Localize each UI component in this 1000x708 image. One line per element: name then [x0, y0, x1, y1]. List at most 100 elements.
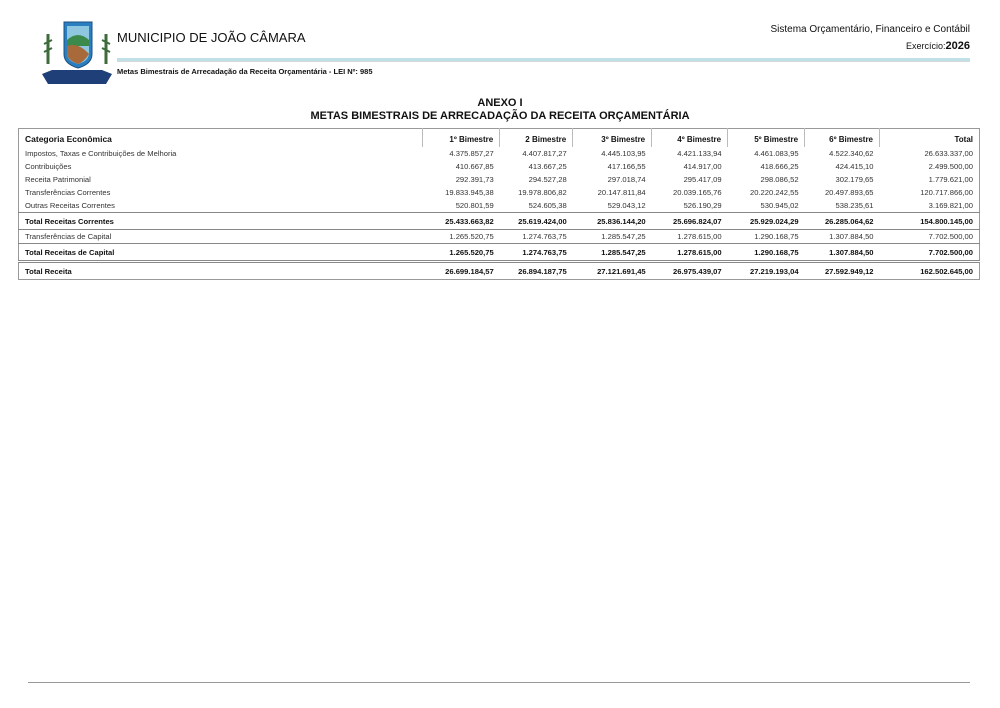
value-cell: 413.667,25 — [528, 162, 567, 171]
table-row: Outras Receitas Correntes 520.801,59 524.6… — [19, 199, 980, 213]
table-row: Receita Patrimonial 292.391,73 294.527,28 2… — [19, 173, 980, 186]
value-cell: 25.619.424,00 — [499, 212, 573, 230]
column-header: 6º Bimestre — [804, 128, 880, 147]
municipality-name: MUNICIPIO DE JOÃO CÂMARA — [117, 30, 306, 45]
value-cell: 295.417,09 — [683, 175, 722, 184]
value-cell: 4.421.133,94 — [677, 149, 722, 158]
value-cell: 25.929.024,29 — [727, 212, 805, 230]
report-title: METAS BIMESTRAIS DE ARRECADAÇÃO DA RECEI… — [310, 110, 690, 122]
value-cell: 1.274.763,75 — [499, 243, 573, 262]
value-cell: 26.633.337,00 — [924, 149, 973, 158]
column-header: Total — [879, 128, 980, 147]
category-cell: Outras Receitas Correntes — [25, 201, 115, 210]
table-header: Categoria Econômica 1º Bimestre 2 Bimestre… — [19, 128, 980, 147]
municipal-coat-of-arms-logo — [42, 21, 112, 84]
value-cell: 1.290.168,75 — [727, 229, 805, 244]
category-cell: Contribuições — [25, 162, 72, 171]
value-cell: 27.219.193,04 — [727, 260, 805, 280]
value-cell: 20.147.811,84 — [597, 188, 646, 197]
value-cell: 1.285.547,25 — [572, 243, 652, 262]
header-divider — [117, 58, 970, 62]
column-header: 1º Bimestre — [422, 128, 500, 147]
value-cell: 520.801,59 — [455, 201, 494, 210]
table-row: Contribuições 410.667,85 413.667,25 417.166… — [19, 160, 980, 173]
value-cell: 162.502.645,00 — [879, 260, 980, 280]
value-cell: 120.717.866,00 — [920, 188, 973, 197]
system-name: Sistema Orçamentário, Financeiro e Contá… — [770, 24, 970, 35]
value-cell: 1.265.520,75 — [422, 243, 500, 262]
category-cell: Impostos, Taxas e Contribuições de Melho… — [25, 149, 177, 158]
total-row: Total Receita 26.699.184,57 26.894.187,75 2… — [18, 260, 980, 280]
value-cell: 25.696.824,07 — [651, 212, 728, 230]
value-cell: 1.779.621,00 — [928, 175, 973, 184]
value-cell: 3.169.821,00 — [928, 201, 973, 210]
table-row: Transferências Correntes 19.833.945,38 19.… — [19, 186, 980, 199]
value-cell: 418.666,25 — [760, 162, 799, 171]
column-header: 4º Bimestre — [651, 128, 728, 147]
value-cell: 26.699.184,57 — [422, 260, 500, 280]
value-cell: 25.836.144,20 — [572, 212, 652, 230]
value-cell: 19.978.806,82 — [518, 188, 567, 197]
category-cell: Transferências de Capital — [18, 229, 423, 244]
table-row: Transferências de Capital 1.265.520,75 1.2… — [18, 229, 980, 244]
value-cell: 526.190,29 — [683, 201, 722, 210]
value-cell: 26.894.187,75 — [499, 260, 573, 280]
category-cell: Total Receita — [18, 260, 423, 280]
value-cell: 1.278.615,00 — [651, 229, 728, 244]
value-cell: 1.285.547,25 — [572, 229, 652, 244]
value-cell: 4.522.340,62 — [829, 149, 874, 158]
value-cell: 424.415,10 — [835, 162, 874, 171]
value-cell: 414.917,00 — [683, 162, 722, 171]
value-cell: 19.833.945,38 — [445, 188, 494, 197]
value-cell: 538.235,61 — [835, 201, 874, 210]
value-cell: 297.018,74 — [607, 175, 646, 184]
category-cell: Total Receitas de Capital — [18, 243, 423, 262]
exercise-label: Exercício: — [906, 41, 946, 51]
value-cell: 4.445.103,95 — [601, 149, 646, 158]
category-cell: Total Receitas Correntes — [18, 212, 423, 230]
value-cell: 524.605,38 — [528, 201, 567, 210]
annex-title: ANEXO I — [477, 97, 523, 109]
value-cell: 294.527,28 — [528, 175, 567, 184]
value-cell: 20.039.165,76 — [673, 188, 722, 197]
footer-divider — [28, 682, 970, 683]
value-cell: 529.043,12 — [607, 201, 646, 210]
column-header: 2 Bimestre — [499, 128, 573, 147]
column-header: Categoria Econômica — [25, 134, 112, 144]
exercise-year: Exercício:2026 — [906, 40, 970, 52]
value-cell: 154.800.145,00 — [879, 212, 980, 230]
value-cell: 26.975.439,07 — [651, 260, 728, 280]
revenue-targets-table: Categoria Econômica 1º Bimestre 2 Bimestre… — [18, 128, 980, 280]
value-cell: 1.307.884,50 — [804, 243, 880, 262]
value-cell: 410.667,85 — [455, 162, 494, 171]
value-cell: 1.307.884,50 — [804, 229, 880, 244]
value-cell: 417.166,55 — [607, 162, 646, 171]
value-cell: 2.499.500,00 — [928, 162, 973, 171]
exercise-value: 2026 — [945, 40, 970, 52]
value-cell: 25.433.663,82 — [422, 212, 500, 230]
value-cell: 7.702.500,00 — [879, 243, 980, 262]
value-cell: 7.702.500,00 — [879, 229, 980, 244]
total-row: Total Receitas de Capital 1.265.520,75 1.2… — [18, 243, 980, 262]
value-cell: 4.375.857,27 — [449, 149, 494, 158]
value-cell: 302.179,65 — [835, 175, 874, 184]
report-subtitle: Metas Bimestrais de Arrecadação da Recei… — [117, 67, 373, 76]
value-cell: 1.274.763,75 — [499, 229, 573, 244]
value-cell: 26.285.064,62 — [804, 212, 880, 230]
table-row: Impostos, Taxas e Contribuições de Melho… — [19, 147, 980, 160]
value-cell: 1.290.168,75 — [727, 243, 805, 262]
value-cell: 4.461.083,95 — [754, 149, 799, 158]
value-cell: 20.497.893,65 — [824, 188, 874, 197]
column-header: 3º Bimestre — [572, 128, 652, 147]
value-cell: 27.121.691,45 — [572, 260, 652, 280]
value-cell: 292.391,73 — [455, 175, 494, 184]
total-row: Total Receitas Correntes 25.433.663,82 25.… — [18, 212, 980, 230]
value-cell: 27.592.949,12 — [804, 260, 880, 280]
value-cell: 20.220.242,55 — [749, 188, 799, 197]
category-cell: Receita Patrimonial — [25, 175, 91, 184]
value-cell: 4.407.817,27 — [522, 149, 567, 158]
column-header: 5º Bimestre — [727, 128, 805, 147]
value-cell: 530.945,02 — [760, 201, 799, 210]
value-cell: 1.265.520,75 — [422, 229, 500, 244]
category-cell: Transferências Correntes — [25, 188, 111, 197]
